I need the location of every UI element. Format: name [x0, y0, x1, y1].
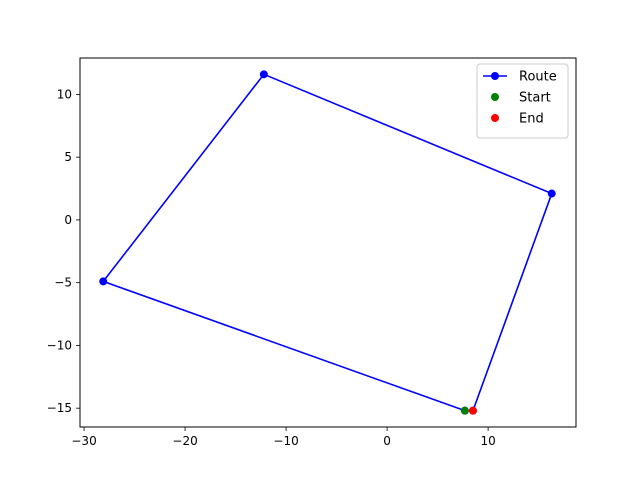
legend-route-marker	[491, 72, 499, 80]
y-tick-label: 0	[64, 213, 72, 227]
x-tick-label: −10	[273, 434, 298, 448]
legend-start-label: Start	[519, 91, 551, 106]
y-tick-label: −15	[47, 401, 72, 415]
x-tick-label: 0	[383, 434, 391, 448]
x-tick-label: 10	[480, 434, 495, 448]
legend-route-label: Route	[519, 70, 557, 85]
x-axis: −30 −20 −10 0 10	[71, 427, 496, 448]
end-point	[468, 406, 477, 415]
route-point	[259, 70, 268, 79]
legend-box	[476, 63, 569, 139]
start-point	[460, 406, 469, 415]
y-tick-label: −5	[54, 276, 72, 290]
legend: Route Start End	[476, 63, 569, 139]
route-point	[99, 277, 108, 286]
legend-start-marker	[491, 93, 499, 101]
y-axis: 10 5 0 −5 −10 −15	[47, 87, 80, 415]
route-point	[547, 189, 556, 198]
x-tick-label: −30	[71, 434, 96, 448]
y-tick-label: −10	[47, 338, 72, 352]
y-tick-label: 10	[57, 87, 72, 101]
legend-end-label: End	[519, 112, 544, 127]
legend-end-marker	[491, 114, 499, 122]
x-tick-label: −20	[172, 434, 197, 448]
y-tick-label: 5	[64, 150, 72, 164]
plot-area	[99, 70, 556, 415]
axes-frame	[79, 57, 577, 428]
